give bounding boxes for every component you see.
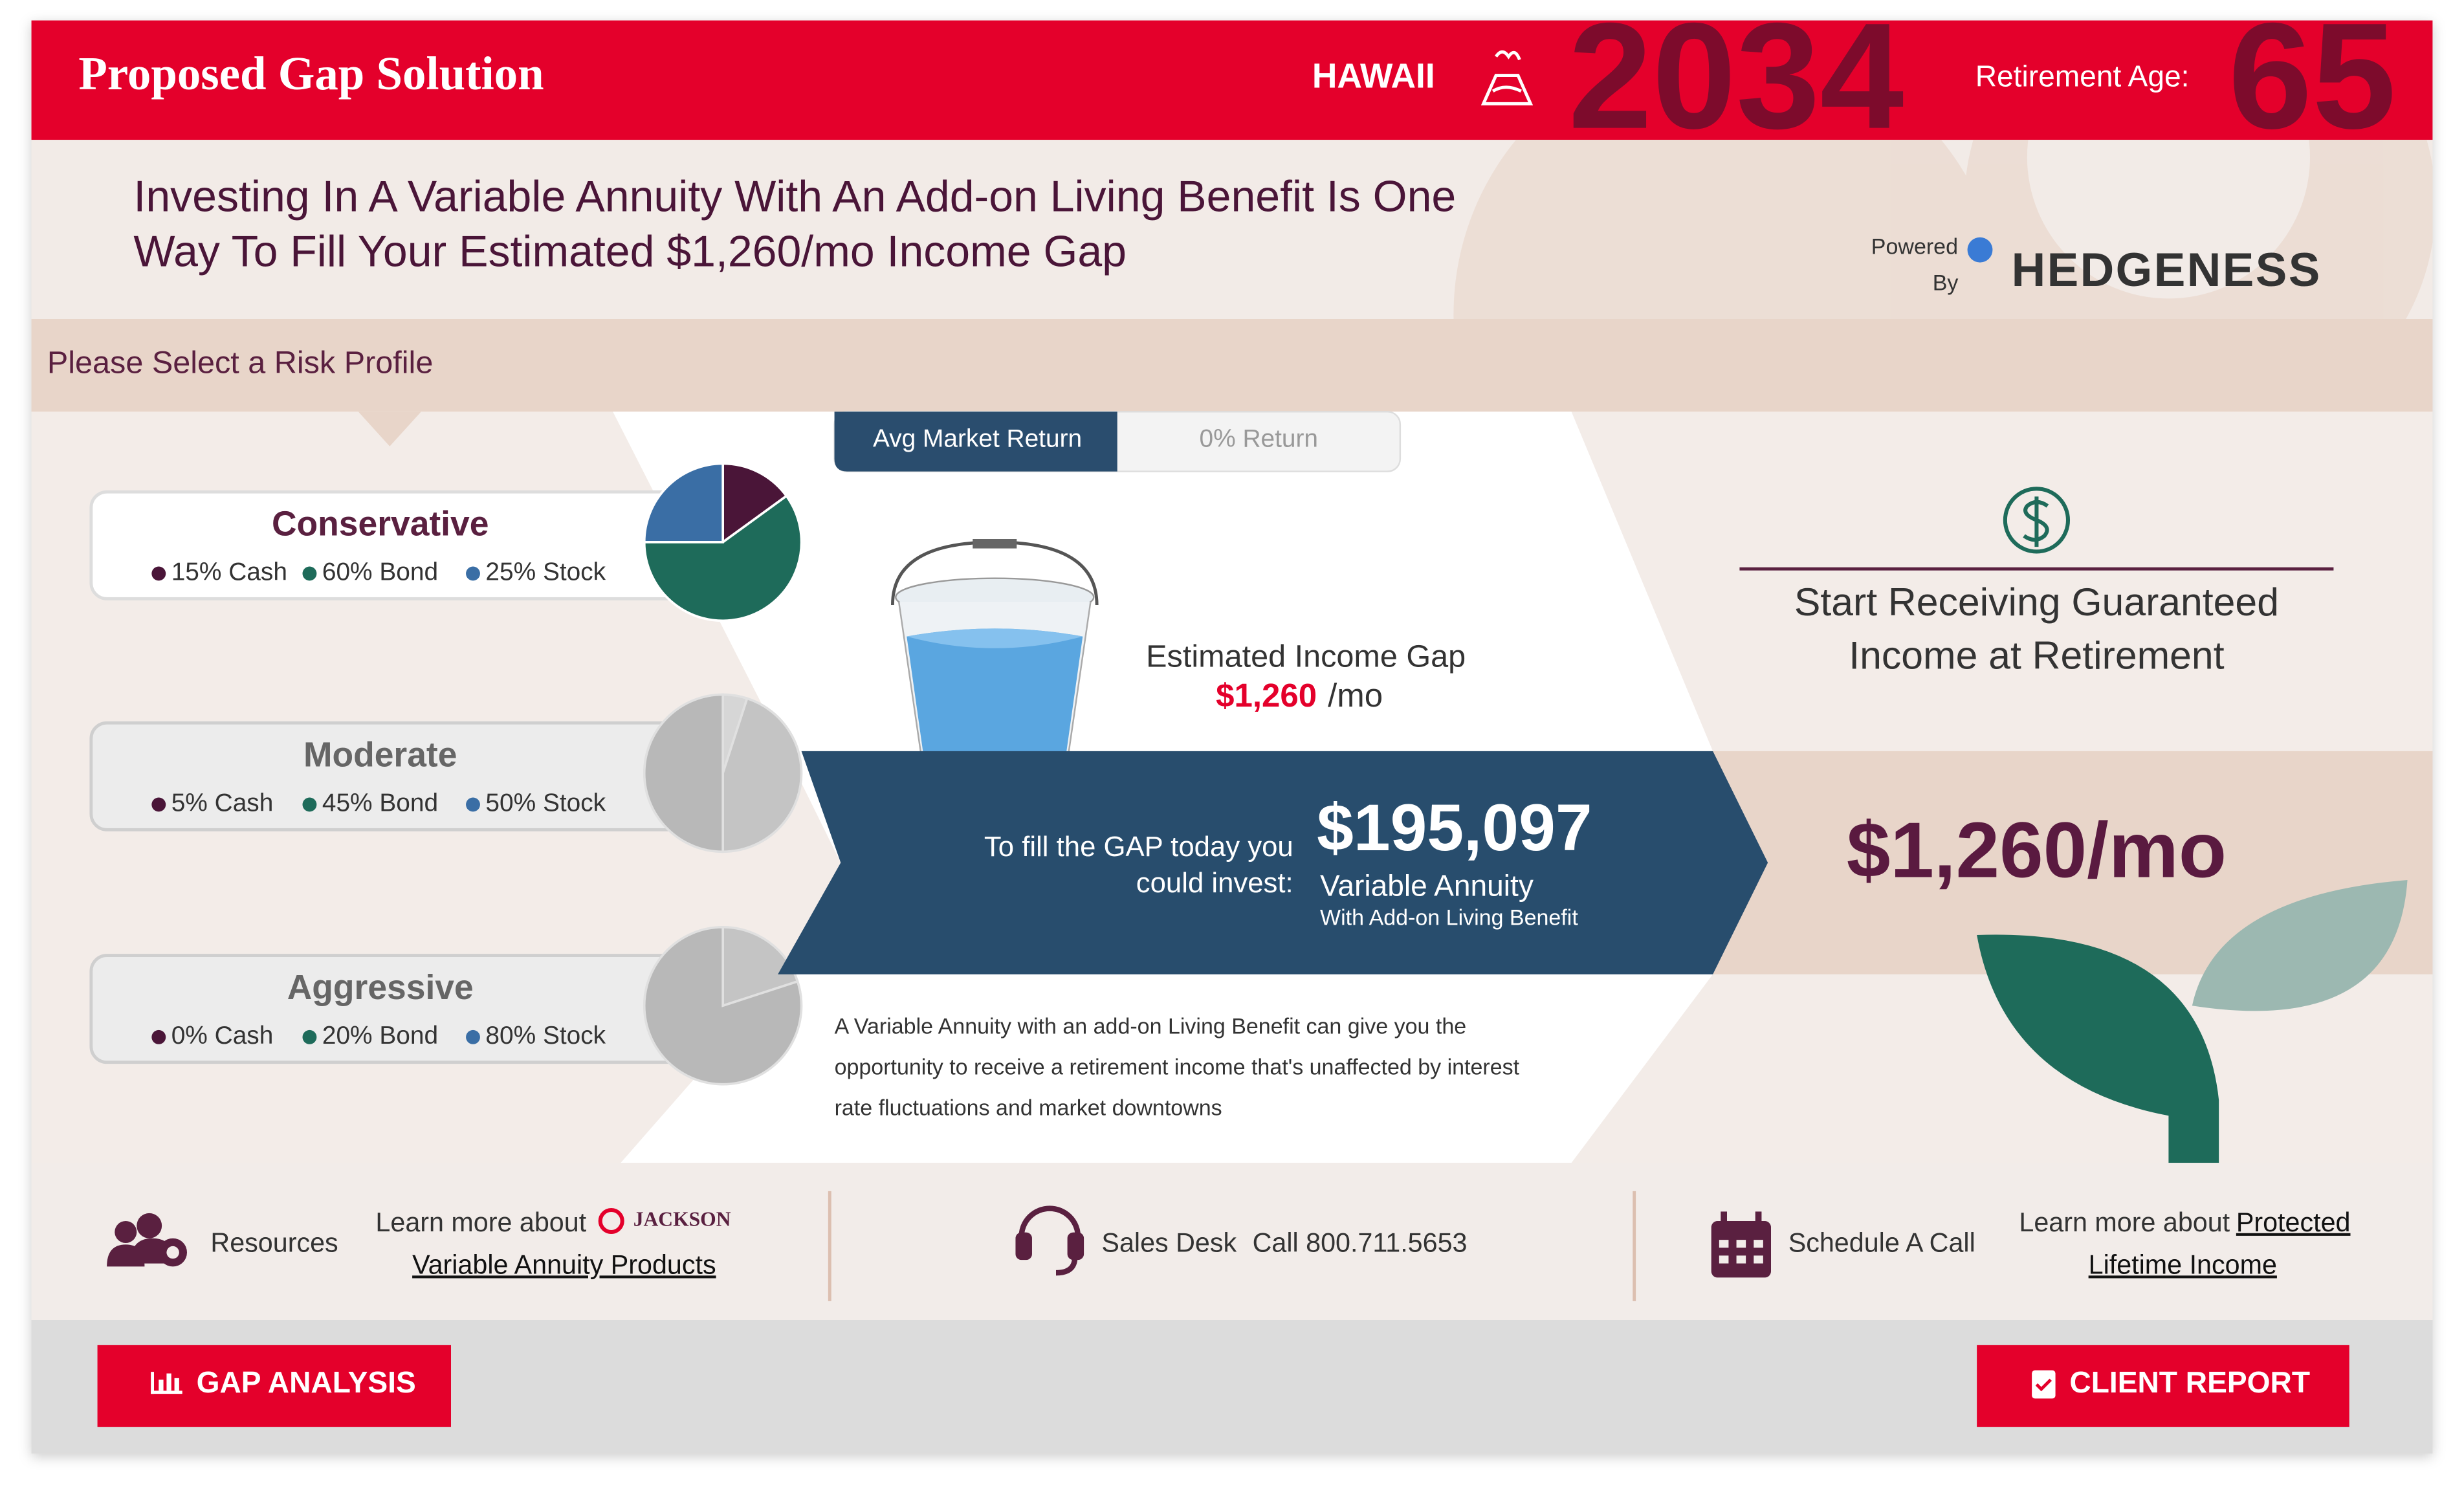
- outcome-amount: $1,260/mo: [1847, 806, 2227, 894]
- invest-lead: could invest:: [1136, 867, 1293, 899]
- legend-dot: [302, 566, 317, 581]
- schedule[interactable]: Schedule A Call: [1788, 1227, 1975, 1257]
- sales-desk: Sales Desk: [1101, 1227, 1237, 1257]
- legend-dot: [151, 566, 166, 581]
- profiles: Conservative 15% Cash 60% Bond 25% Stock Mod…: [89, 462, 803, 1086]
- jackson: JACKSON: [633, 1207, 731, 1230]
- button-label[interactable]: GAP ANALYSIS: [197, 1365, 416, 1399]
- pie-slice: [721, 697, 803, 853]
- pie-slice: [643, 926, 803, 1086]
- description: rate fluctuations and market downtowns: [835, 1096, 1222, 1121]
- legend-dot: [302, 797, 317, 812]
- pie-slice: [643, 494, 803, 622]
- outcome-line: Start Receiving Guaranteed: [1794, 580, 2279, 624]
- profile-name[interactable]: Conservative: [272, 505, 489, 544]
- legend-dot: [151, 797, 166, 812]
- learn-more: Learn more about: [2019, 1207, 2230, 1237]
- allocation-label: 45% Bond: [322, 789, 438, 817]
- region: HAWAII: [1312, 58, 1435, 96]
- toggle-option[interactable]: 0% Return: [1200, 424, 1319, 452]
- toggle-option[interactable]: Avg Market Return: [873, 424, 1082, 452]
- pointer: [358, 412, 421, 446]
- invest-arrow: [778, 751, 1768, 974]
- allocation-label: 60% Bond: [322, 558, 438, 586]
- learn-more: Learn more about: [375, 1207, 586, 1237]
- bucket-icon: [891, 539, 1099, 786]
- retirement-label: Retirement Age:: [1975, 60, 2190, 93]
- allocation-label: 0% Cash: [171, 1022, 274, 1050]
- gap-analysis-button[interactable]: [97, 1345, 452, 1427]
- legend-dot: [466, 797, 480, 812]
- info-icon[interactable]: [1967, 237, 1993, 263]
- legend-dot: [151, 1029, 166, 1044]
- profile-name[interactable]: Aggressive: [287, 969, 474, 1007]
- jackson-logo: [598, 1207, 624, 1235]
- invest-amount: $195,097: [1317, 791, 1592, 864]
- volcano-icon: [1480, 50, 1534, 105]
- legend-dot: [466, 566, 480, 581]
- pie-slice: [721, 462, 788, 545]
- risk-bar: [31, 319, 2433, 412]
- allocation-label: 15% Cash: [171, 558, 287, 586]
- lifetime-link[interactable]: Lifetime Income: [2089, 1249, 2277, 1279]
- allocation-label: 50% Stock: [485, 789, 606, 817]
- dollar-badge: [2003, 487, 2071, 554]
- legend-dot: [302, 1029, 317, 1044]
- pie-slice: [643, 462, 724, 544]
- products-link[interactable]: Variable Annuity Products: [412, 1249, 716, 1279]
- phone[interactable]: Call 800.711.5653: [1253, 1227, 1468, 1257]
- resources-icon: [107, 1213, 187, 1267]
- powered-label: Powered: [1871, 235, 1958, 259]
- description: opportunity to receive a retirement inco…: [835, 1055, 1520, 1079]
- allocation-label: 80% Stock: [485, 1022, 606, 1050]
- brand: HEDGENESS: [2012, 244, 2322, 296]
- title: Proposed Gap Solution: [78, 47, 544, 100]
- protected-link[interactable]: Protected: [2236, 1207, 2351, 1237]
- by-label: By: [1933, 271, 1959, 296]
- risk-prompt: Please Select a Risk Profile: [47, 345, 434, 380]
- legend-dot: [466, 1029, 480, 1044]
- outcome-line: Income at Retirement: [1849, 633, 2224, 677]
- year: 2034: [1568, 0, 1904, 160]
- invest-note: With Add-on Living Benefit: [1320, 906, 1578, 930]
- headline-line: Way To Fill Your Estimated $1,260/mo Inc…: [133, 226, 1127, 276]
- allocation-label: 25% Stock: [485, 558, 606, 586]
- chart-icon: [151, 1372, 182, 1394]
- invest-product: Variable Annuity: [1320, 868, 1534, 902]
- pie-slice: [643, 693, 724, 853]
- leaves: [1977, 880, 2408, 1163]
- button-label[interactable]: CLIENT REPORT: [2069, 1365, 2310, 1399]
- retirement-age: 65: [2228, 0, 2396, 160]
- invest-lead: To fill the GAP today you: [984, 831, 1293, 863]
- gap-label: Estimated Income Gap: [1146, 639, 1466, 674]
- calendar-icon: [1711, 1211, 1771, 1278]
- toggle-active[interactable]: [834, 412, 1117, 472]
- resources[interactable]: Resources: [210, 1227, 338, 1257]
- description: A Variable Annuity with an add-on Living…: [835, 1014, 1467, 1039]
- bg-shapes: [1453, 140, 2433, 319]
- allocation-label: 5% Cash: [171, 789, 274, 817]
- profile-name[interactable]: Moderate: [303, 736, 457, 775]
- allocation-label: 20% Bond: [322, 1022, 438, 1050]
- gap-unit: /mo: [1328, 677, 1383, 714]
- gap-amount: $1,260: [1216, 677, 1317, 714]
- headset-icon: [1015, 1205, 1084, 1276]
- clipboard-icon: [2032, 1370, 2056, 1399]
- header-bar: [31, 20, 2433, 140]
- headline-line: Investing In A Variable Annuity With An …: [133, 171, 1456, 221]
- footer: [31, 1163, 2433, 1320]
